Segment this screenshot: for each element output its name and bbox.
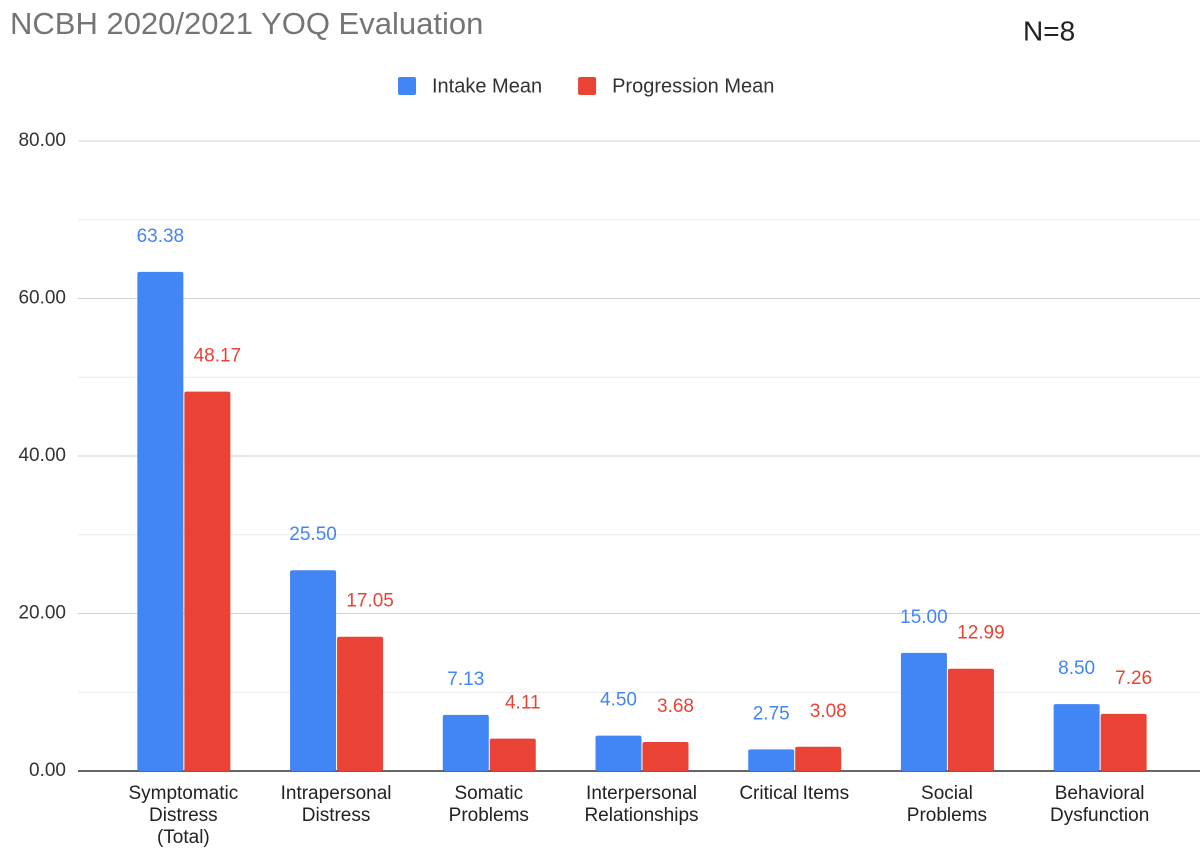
x-tick-label: Problems <box>449 805 529 826</box>
value-label: 17.05 <box>346 591 394 612</box>
bar <box>137 271 184 771</box>
value-label: 7.13 <box>447 669 484 690</box>
x-tick-label: Distress <box>302 805 371 826</box>
x-tick-label: (Total) <box>157 827 210 848</box>
x-tick-label: Distress <box>149 805 218 826</box>
value-label: 7.26 <box>1115 668 1152 689</box>
annotation: N=8 <box>1023 15 1075 46</box>
chart-title: NCBH 2020/2021 YOQ Evaluation <box>10 6 483 41</box>
bar <box>947 668 994 771</box>
y-tick-label: 40.00 <box>18 445 66 466</box>
value-label: 63.38 <box>137 226 185 247</box>
x-tick-label: Symptomatic <box>128 783 238 804</box>
value-label: 25.50 <box>289 524 337 545</box>
bar <box>595 735 642 771</box>
bar <box>489 738 536 771</box>
y-tick-label: 60.00 <box>18 288 66 309</box>
x-tick-label: Intrapersonal <box>281 783 392 804</box>
value-label: 8.50 <box>1058 658 1095 679</box>
x-tick-label: Social <box>921 783 973 804</box>
bar <box>442 714 489 771</box>
bar <box>184 391 231 771</box>
bar <box>795 746 842 771</box>
legend-label: Intake Mean <box>432 75 542 97</box>
value-label: 4.50 <box>600 690 637 711</box>
value-label: 48.17 <box>194 346 242 367</box>
legend-swatch <box>398 77 416 95</box>
value-label: 12.99 <box>957 623 1005 644</box>
y-tick-label: 80.00 <box>18 130 66 151</box>
value-label: 4.11 <box>505 693 541 714</box>
value-label: 2.75 <box>753 703 790 724</box>
bar <box>642 742 689 771</box>
bar <box>748 749 795 771</box>
bar <box>1053 704 1100 771</box>
x-tick-label: Relationships <box>584 805 698 826</box>
x-tick-label: Interpersonal <box>586 783 697 804</box>
bar <box>1100 713 1147 771</box>
bar <box>900 652 947 771</box>
value-label: 3.08 <box>810 701 847 722</box>
value-label: 15.00 <box>900 607 948 628</box>
bar <box>337 636 384 771</box>
legend-label: Progression Mean <box>612 75 774 97</box>
legend-swatch <box>578 77 597 95</box>
x-tick-label: Problems <box>907 805 987 826</box>
x-tick-label: Somatic <box>454 783 523 804</box>
y-tick-label: 0.00 <box>29 760 66 781</box>
x-tick-label: Dysfunction <box>1050 805 1149 826</box>
x-tick-label: Critical Items <box>739 783 849 804</box>
x-tick-label: Behavioral <box>1055 783 1145 804</box>
bar <box>290 570 337 771</box>
value-label: 3.68 <box>657 696 694 717</box>
y-tick-label: 20.00 <box>18 603 66 624</box>
